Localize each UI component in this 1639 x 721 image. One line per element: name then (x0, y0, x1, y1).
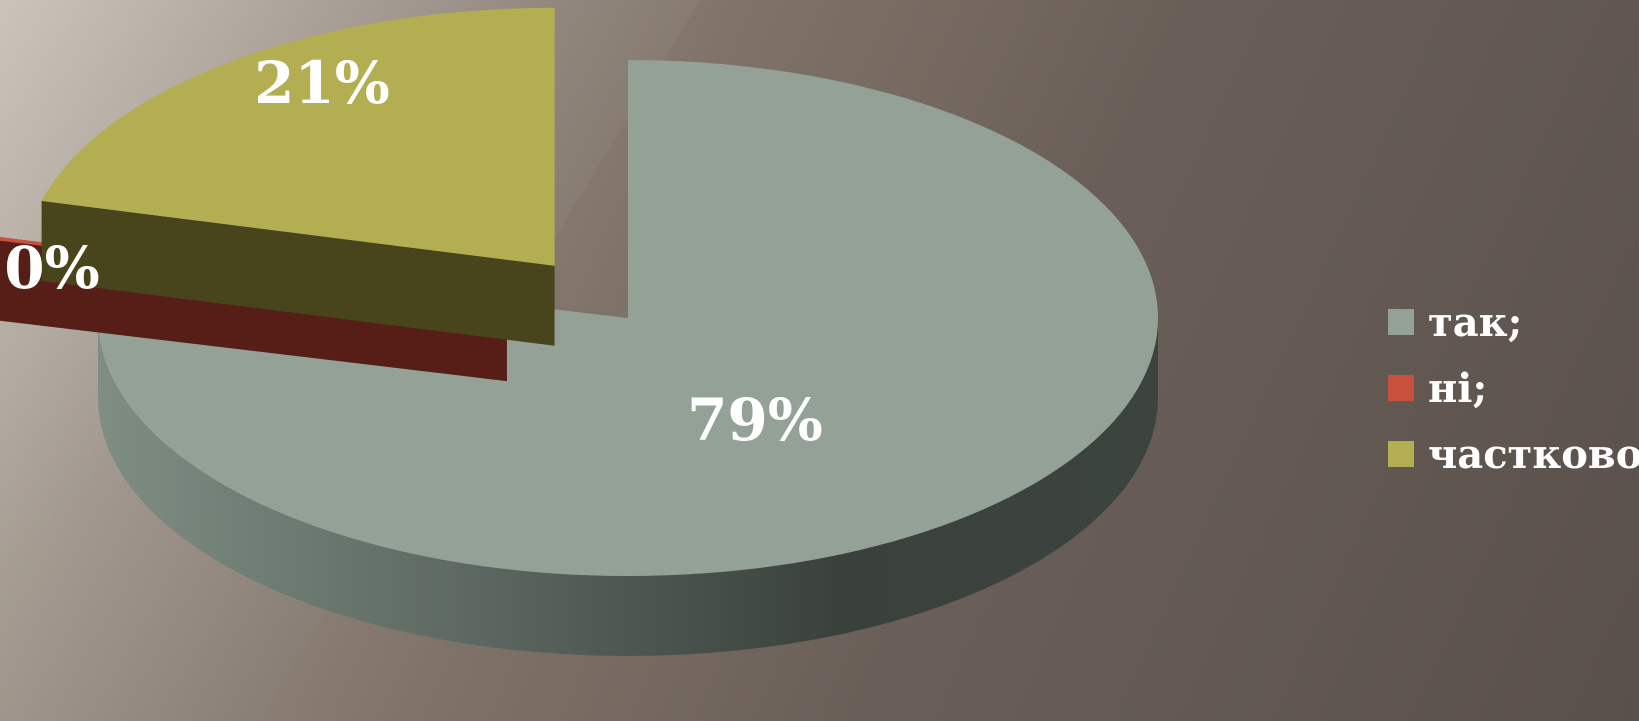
legend-label-partial: частково. (1428, 430, 1639, 478)
pie-data-labels: 79% 0% 21% (4, 49, 823, 454)
legend-swatch-no (1388, 375, 1414, 401)
pie-slice-partial-top (41, 7, 555, 266)
legend-label-yes: так; (1428, 298, 1523, 346)
pie-slice-yes-wall (98, 318, 1158, 656)
pie-slice-partial-edge-0 (41, 200, 555, 346)
legend-swatch-yes (1388, 309, 1414, 335)
data-label-no: 0% (4, 234, 99, 302)
legend: так; ні; частково. (1388, 298, 1639, 478)
legend-swatch-partial (1388, 441, 1414, 467)
data-label-yes: 79% (687, 386, 823, 454)
data-label-partial: 21% (254, 49, 390, 117)
pie-slice-partial (41, 7, 555, 346)
pie-slices (0, 7, 1158, 656)
legend-label-no: ні; (1428, 364, 1488, 412)
legend-item-no: ні; (1388, 364, 1639, 412)
pie-slice-yes-top (98, 60, 1158, 576)
legend-item-partial: частково. (1388, 430, 1639, 478)
legend-item-yes: так; (1388, 298, 1639, 346)
